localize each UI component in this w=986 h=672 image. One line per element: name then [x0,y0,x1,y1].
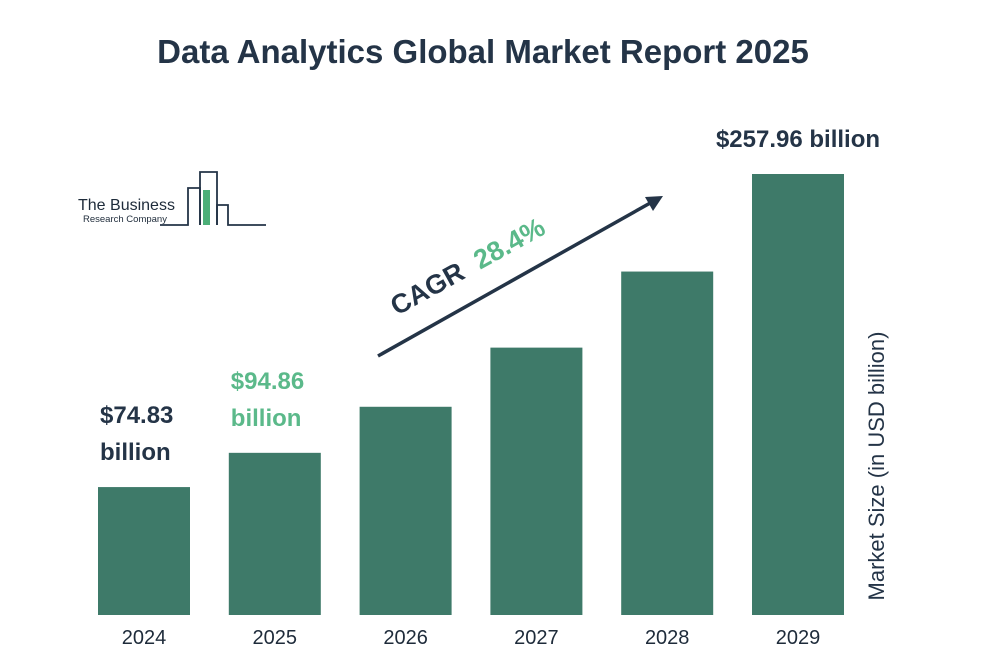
bar-2028 [621,271,714,615]
cagr-annotation: CAGR 28.4% [377,196,663,358]
x-tick-label: 2029 [776,627,821,649]
x-tick-label: 2027 [514,627,559,649]
logo-text-line1: The Business [78,197,175,214]
bar-2027 [490,347,583,615]
x-tick-labels: 2024 2025 2026 2027 2028 2029 [122,627,821,649]
bar-2024 [98,487,190,615]
chart-title: Data Analytics Global Market Report 2025 [157,33,809,70]
data-label: $257.96 billion [716,126,880,153]
logo-text-line2: Research Company [83,214,167,225]
x-tick-label: 2026 [383,627,428,649]
logo-buildings-icon [160,171,266,226]
data-label: $74.83 [100,402,173,429]
bar-2026 [359,406,452,615]
data-label: billion [231,405,302,432]
company-logo: The Business Research Company [78,171,266,226]
data-labels: $74.83 billion $94.86 billion $257.96 billio… [100,126,880,466]
data-label: billion [100,439,171,466]
cagr-arrow-head-icon [645,196,663,211]
y-axis-label: Market Size (in USD billion) [864,332,889,601]
bar-2025 [228,452,321,615]
x-tick-label: 2025 [253,627,298,649]
x-tick-label: 2028 [645,627,690,649]
cagr-arrow-line [377,200,653,358]
data-label: $94.86 [231,368,304,395]
bar-2029 [752,174,844,615]
x-tick-label: 2024 [122,627,167,649]
bars-group [98,174,844,615]
